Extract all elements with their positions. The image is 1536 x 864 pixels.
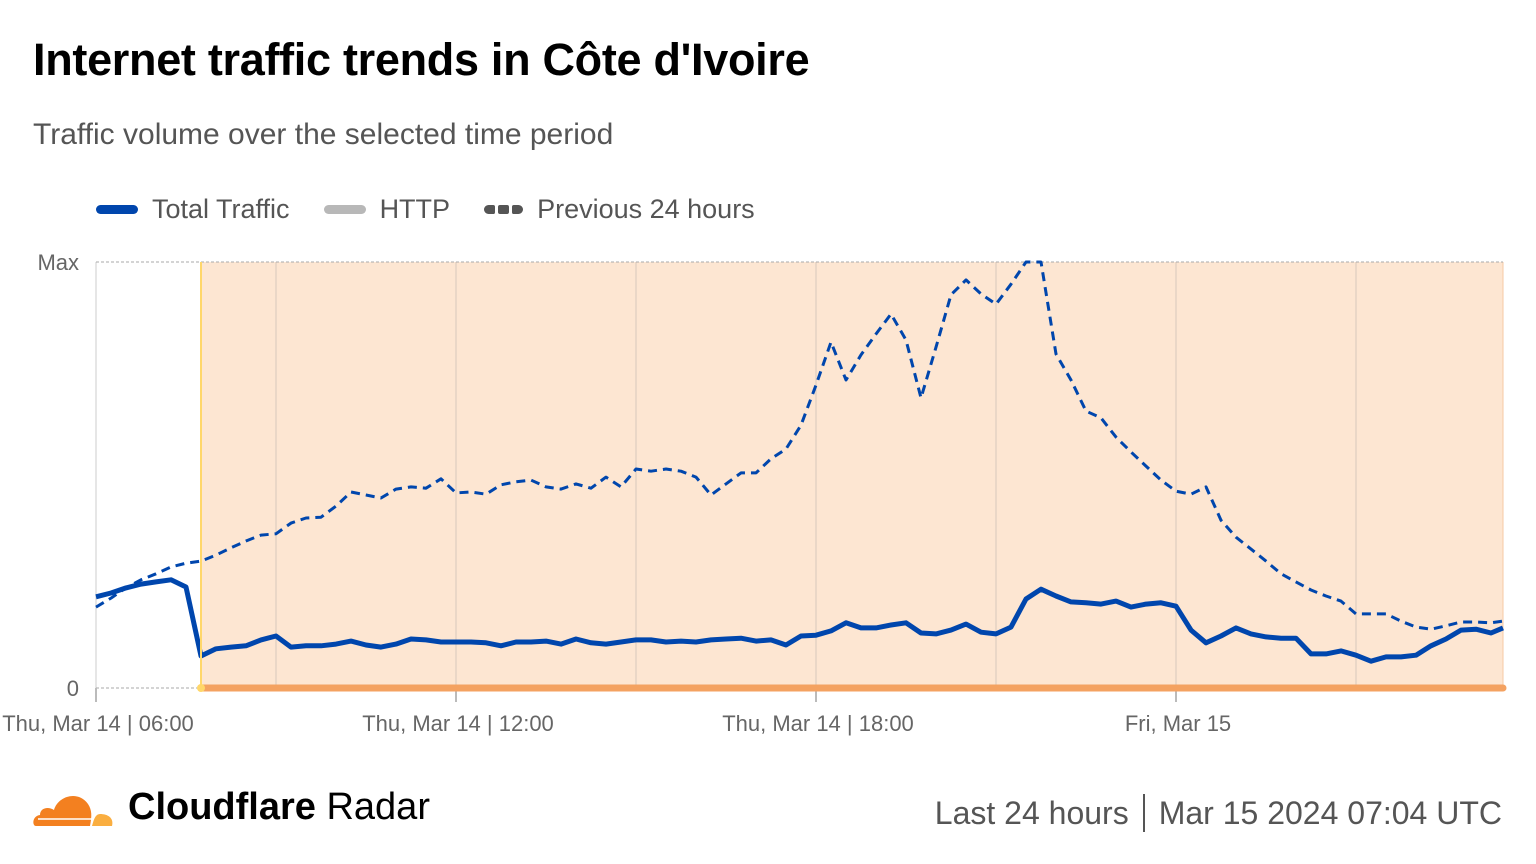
legend-item-http[interactable]: HTTP	[323, 194, 451, 225]
traffic-chart: 0 Max Thu, Mar 14 | 06:00 Thu, Mar 14 | 12:…	[2, 250, 1507, 736]
legend-swatch-http	[323, 205, 366, 214]
x-tick-label: Thu, Mar 14 | 12:00	[362, 711, 554, 736]
cloudflare-cloud-icon	[33, 795, 113, 826]
legend-swatch-previous	[484, 205, 524, 214]
legend-label: Previous 24 hours	[537, 194, 755, 224]
y-tick-label: 0	[67, 676, 79, 701]
x-tick-label: Thu, Mar 14 | 06:00	[2, 711, 194, 736]
range-label: Last 24 hours	[934, 794, 1129, 831]
legend-swatch-total-traffic	[96, 205, 138, 214]
cloudflare-radar-logo: Cloudflare Radar	[32, 786, 430, 829]
legend-item-previous-24-hours[interactable]: Previous 24 hours	[484, 194, 755, 225]
page-subtitle: Traffic volume over the selected time pe…	[33, 118, 614, 151]
legend-label: Total Traffic	[152, 194, 290, 224]
timestamp: Mar 15 2024 07:04 UTC	[1158, 794, 1502, 831]
chart-legend: Total Traffic HTTP Previous 24 hours	[96, 194, 789, 225]
legend-label: HTTP	[379, 194, 451, 224]
y-tick-label: Max	[37, 250, 79, 275]
brand-name: Cloudflare	[128, 786, 316, 828]
highlight-start-marker	[197, 684, 205, 692]
brand-product: Radar	[326, 786, 430, 828]
divider	[1142, 794, 1145, 832]
x-tick-label: Thu, Mar 14 | 18:00	[722, 711, 914, 736]
page-title: Internet traffic trends in Côte d'Ivoire	[33, 34, 810, 85]
time-range-info: Last 24 hours Mar 15 2024 07:04 UTC	[935, 794, 1502, 832]
legend-item-total-traffic[interactable]: Total Traffic	[96, 194, 290, 225]
x-tick-label: Fri, Mar 15	[1125, 711, 1231, 736]
series-line-previous-24-hours	[95, 260, 1504, 631]
highlight-region	[201, 262, 1503, 688]
series-line-total-traffic	[95, 577, 1504, 664]
